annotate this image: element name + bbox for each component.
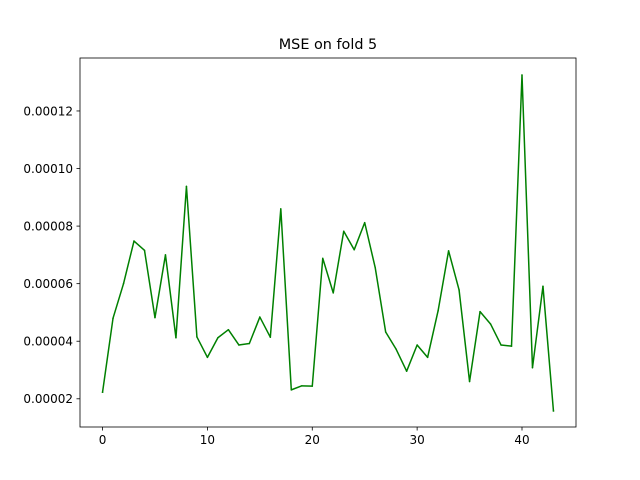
x-tick-label: 30 bbox=[409, 433, 424, 447]
data-point bbox=[133, 240, 135, 242]
data-point bbox=[112, 317, 114, 319]
data-point bbox=[353, 248, 355, 251]
data-point bbox=[196, 336, 198, 338]
data-point bbox=[217, 337, 219, 339]
data-point bbox=[510, 345, 513, 347]
data-point bbox=[542, 285, 544, 287]
data-point bbox=[405, 370, 408, 372]
data-point bbox=[332, 292, 334, 294]
data-point bbox=[227, 328, 230, 331]
data-point bbox=[154, 316, 156, 319]
data-point bbox=[185, 185, 188, 188]
data-point bbox=[248, 342, 251, 345]
data-point bbox=[301, 385, 303, 387]
data-point bbox=[468, 380, 471, 383]
data-point bbox=[374, 266, 376, 269]
data-point bbox=[416, 344, 418, 346]
plot-area bbox=[101, 74, 555, 412]
data-point bbox=[322, 257, 324, 260]
data-point bbox=[531, 366, 534, 369]
data-point bbox=[489, 323, 492, 325]
y-tick-label: 0.00002 bbox=[23, 392, 73, 406]
data-point bbox=[280, 208, 282, 210]
data-point bbox=[101, 391, 104, 393]
y-tick-label: 0.00008 bbox=[23, 219, 73, 233]
y-tick-label: 0.00010 bbox=[23, 162, 73, 176]
data-point bbox=[479, 310, 481, 313]
data-point bbox=[447, 250, 450, 252]
data-point bbox=[384, 331, 387, 333]
axes: 0 10 20 30 40 0.00002 0.00004 0.00006 0.00008 0.0… bbox=[23, 57, 577, 447]
data-point bbox=[164, 254, 167, 256]
data-point bbox=[552, 410, 555, 412]
data-point bbox=[500, 344, 502, 346]
data-point bbox=[342, 230, 345, 233]
data-point bbox=[426, 356, 429, 359]
data-point bbox=[290, 389, 293, 391]
chart-title: MSE on fold 5 bbox=[279, 37, 377, 53]
data-point bbox=[206, 356, 209, 359]
data-point bbox=[175, 337, 177, 339]
plot-frame bbox=[79, 57, 577, 428]
data-point bbox=[311, 385, 314, 387]
x-tick-label: 40 bbox=[514, 433, 529, 447]
y-tick-label: 0.00012 bbox=[23, 104, 73, 118]
data-point bbox=[269, 336, 272, 338]
x-tick-label: 10 bbox=[200, 433, 215, 447]
data-point bbox=[238, 344, 240, 346]
data-point bbox=[395, 348, 397, 351]
series-line-0 bbox=[101, 74, 555, 412]
data-point bbox=[259, 316, 261, 318]
data-point bbox=[363, 221, 366, 224]
data-point bbox=[437, 309, 439, 312]
y-tick-label: 0.00006 bbox=[23, 277, 73, 291]
x-tick-label: 20 bbox=[305, 433, 320, 447]
data-point bbox=[143, 249, 146, 252]
data-point bbox=[521, 74, 523, 76]
data-point bbox=[122, 282, 125, 285]
x-tick-label: 0 bbox=[99, 433, 107, 447]
data-point bbox=[458, 289, 460, 291]
y-tick-label: 0.00004 bbox=[23, 335, 73, 349]
